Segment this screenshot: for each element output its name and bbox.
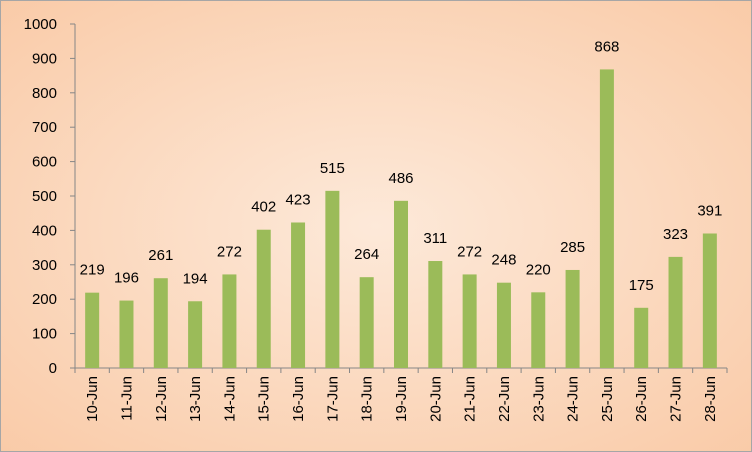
data-label: 248 <box>491 252 516 269</box>
y-tick-label: 700 <box>32 119 57 136</box>
bar <box>188 301 203 368</box>
data-label: 196 <box>114 270 139 287</box>
data-label: 515 <box>320 160 345 177</box>
bar <box>256 229 271 368</box>
x-tick-label: 12-Jun <box>153 376 170 422</box>
x-tick-label: 28-Jun <box>702 376 719 422</box>
x-tick-label: 16-Jun <box>290 376 307 422</box>
y-tick-label: 1000 <box>24 16 57 33</box>
data-label: 391 <box>697 202 722 219</box>
data-label: 194 <box>183 270 208 287</box>
data-label: 311 <box>423 230 447 247</box>
y-tick-label: 300 <box>32 257 57 274</box>
bar <box>359 277 374 368</box>
bar <box>85 292 100 368</box>
data-label: 323 <box>663 226 688 243</box>
x-tick-label: 10-Jun <box>84 376 101 422</box>
y-tick-label: 0 <box>49 360 57 377</box>
x-tick-label: 13-Jun <box>187 376 204 422</box>
bar <box>599 69 614 369</box>
bar <box>496 282 511 368</box>
data-label: 272 <box>457 243 482 260</box>
y-tick-label: 900 <box>32 50 57 67</box>
bar <box>428 261 443 368</box>
x-tick-label: 20-Jun <box>427 376 444 422</box>
y-tick-label: 800 <box>32 85 57 102</box>
data-label: 220 <box>526 261 551 278</box>
bar <box>531 292 546 368</box>
x-tick-label: 14-Jun <box>221 376 238 422</box>
data-label: 868 <box>594 38 619 55</box>
data-label: 402 <box>251 199 276 216</box>
bar <box>668 256 683 368</box>
bar <box>462 274 477 368</box>
x-tick-label: 26-Jun <box>633 376 650 422</box>
x-tick-label: 22-Jun <box>496 376 513 422</box>
bar <box>222 274 237 368</box>
bar <box>325 190 340 368</box>
x-tick-label: 25-Jun <box>599 376 616 422</box>
x-tick-label: 21-Jun <box>462 376 479 422</box>
y-tick-label: 200 <box>32 291 57 308</box>
x-tick-label: 27-Jun <box>668 376 685 422</box>
bar <box>702 233 717 368</box>
x-tick-label: 23-Jun <box>530 376 547 422</box>
x-tick-label: 17-Jun <box>324 376 341 422</box>
bar <box>634 307 649 368</box>
y-tick-label: 400 <box>32 222 57 239</box>
bar <box>394 200 408 368</box>
data-label: 219 <box>80 262 105 279</box>
data-label: 285 <box>560 239 585 256</box>
x-tick-label: 15-Jun <box>256 376 273 422</box>
bar <box>119 300 134 368</box>
y-tick-label: 600 <box>32 154 57 171</box>
x-tick-label: 24-Jun <box>565 376 582 422</box>
y-tick-label: 100 <box>32 326 57 343</box>
y-tick-label: 500 <box>32 188 57 205</box>
bar <box>153 278 168 368</box>
bar <box>291 222 306 368</box>
bar <box>565 269 580 368</box>
data-label: 175 <box>629 277 654 294</box>
data-label: 264 <box>354 246 379 263</box>
data-label: 486 <box>388 170 413 187</box>
x-tick-label: 19-Jun <box>393 376 410 422</box>
data-label: 272 <box>217 243 242 260</box>
data-label: 261 <box>148 247 173 264</box>
x-tick-label: 11-Jun <box>118 376 135 421</box>
x-tick-label: 18-Jun <box>359 376 376 422</box>
data-label: 423 <box>286 191 311 208</box>
